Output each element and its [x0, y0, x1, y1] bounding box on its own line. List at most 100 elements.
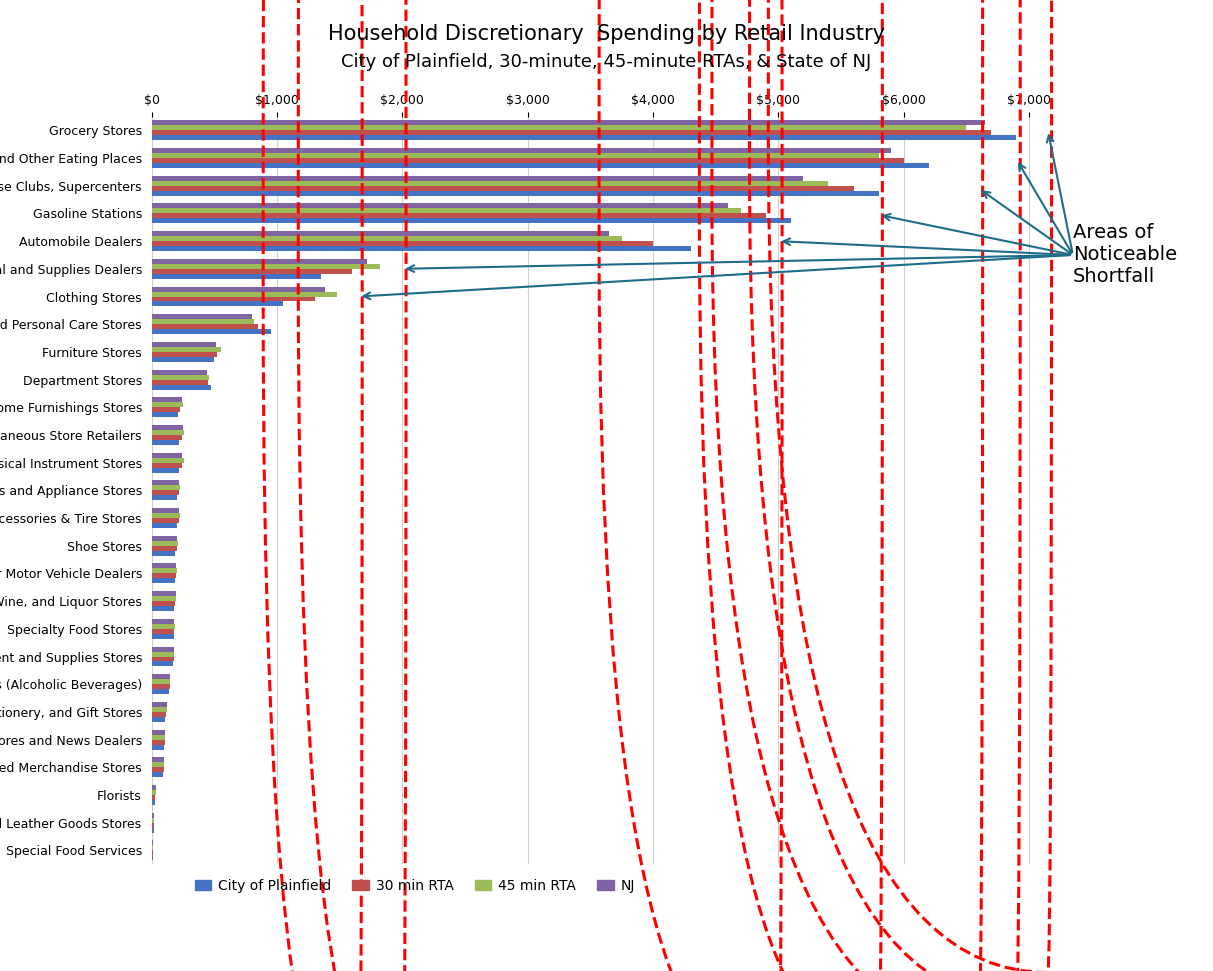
Bar	[152, 153, 878, 158]
Bar	[152, 563, 176, 568]
Bar	[152, 246, 690, 251]
Bar	[152, 827, 154, 832]
Bar	[152, 385, 211, 389]
Bar	[152, 490, 178, 495]
Bar	[152, 702, 166, 707]
Bar	[152, 319, 255, 324]
Bar	[152, 519, 178, 523]
Bar	[152, 218, 791, 223]
Bar	[152, 551, 176, 555]
Bar	[152, 231, 609, 236]
Bar	[152, 149, 892, 153]
Bar	[152, 591, 176, 596]
Bar	[152, 689, 169, 694]
Bar	[152, 601, 175, 606]
Bar	[152, 452, 182, 457]
Bar	[152, 679, 170, 685]
Bar	[152, 813, 154, 818]
Bar	[152, 236, 622, 241]
Bar	[152, 440, 180, 445]
Bar	[152, 717, 165, 721]
Bar	[152, 508, 180, 513]
Bar	[152, 619, 175, 623]
Bar	[152, 629, 175, 634]
Bar	[152, 735, 165, 740]
Bar	[152, 176, 803, 181]
Text: Areas of
Noticeable
Shortfall: Areas of Noticeable Shortfall	[1074, 223, 1177, 286]
Bar	[152, 407, 181, 413]
Bar	[152, 513, 180, 519]
Bar	[152, 342, 216, 347]
Bar	[152, 712, 166, 717]
Bar	[152, 468, 180, 473]
Bar	[152, 661, 173, 666]
Bar	[152, 846, 153, 851]
Bar	[152, 481, 180, 486]
Bar	[152, 259, 368, 264]
Bar	[152, 315, 252, 319]
Bar	[152, 347, 221, 352]
Bar	[152, 329, 270, 334]
Bar	[152, 685, 170, 689]
Bar	[152, 762, 164, 767]
Bar	[152, 402, 183, 407]
Bar	[152, 707, 167, 712]
Bar	[152, 767, 164, 772]
Text: City of Plainfield, 30-minute, 45-minute RTAs, & State of NJ: City of Plainfield, 30-minute, 45-minute…	[341, 53, 872, 72]
Bar	[152, 296, 314, 302]
Bar	[152, 291, 337, 296]
Bar	[152, 851, 153, 855]
Bar	[152, 745, 164, 750]
Bar	[152, 740, 165, 745]
Bar	[152, 795, 155, 800]
Bar	[152, 772, 163, 777]
Bar	[152, 352, 217, 357]
Bar	[152, 674, 170, 679]
Bar	[152, 574, 176, 579]
Bar	[152, 462, 182, 468]
Bar	[152, 647, 173, 652]
Bar	[152, 209, 741, 214]
Bar	[152, 264, 380, 269]
Bar	[152, 370, 206, 375]
Text: Household Discretionary  Spending by Retail Industry: Household Discretionary Spending by Reta…	[328, 24, 885, 45]
Bar	[152, 357, 215, 362]
Bar	[152, 286, 325, 291]
Bar	[152, 457, 183, 462]
Bar	[152, 652, 175, 656]
Bar	[152, 800, 155, 805]
Bar	[152, 269, 352, 274]
Bar	[152, 324, 258, 329]
Bar	[152, 130, 991, 135]
Bar	[152, 435, 182, 440]
Bar	[152, 822, 154, 827]
Bar	[152, 302, 284, 307]
Bar	[152, 486, 180, 490]
Bar	[152, 606, 175, 611]
Bar	[152, 840, 153, 846]
Bar	[152, 204, 728, 209]
Bar	[152, 579, 175, 584]
Bar	[152, 397, 182, 402]
Bar	[152, 596, 176, 601]
Bar	[152, 413, 178, 418]
Bar	[152, 430, 184, 435]
Legend: City of Plainfield, 30 min RTA, 45 min RTA, NJ: City of Plainfield, 30 min RTA, 45 min R…	[189, 873, 640, 898]
Bar	[152, 163, 929, 168]
Bar	[152, 495, 177, 500]
Bar	[152, 125, 967, 130]
Bar	[152, 634, 173, 639]
Bar	[152, 185, 854, 190]
Bar	[152, 656, 173, 661]
Bar	[152, 425, 183, 430]
Bar	[152, 757, 164, 762]
Bar	[152, 158, 904, 163]
Bar	[152, 536, 177, 541]
Bar	[152, 785, 155, 790]
Bar	[152, 181, 828, 185]
Bar	[152, 214, 765, 218]
Bar	[152, 380, 209, 385]
Bar	[152, 541, 178, 546]
Bar	[152, 241, 653, 246]
Bar	[152, 818, 154, 822]
